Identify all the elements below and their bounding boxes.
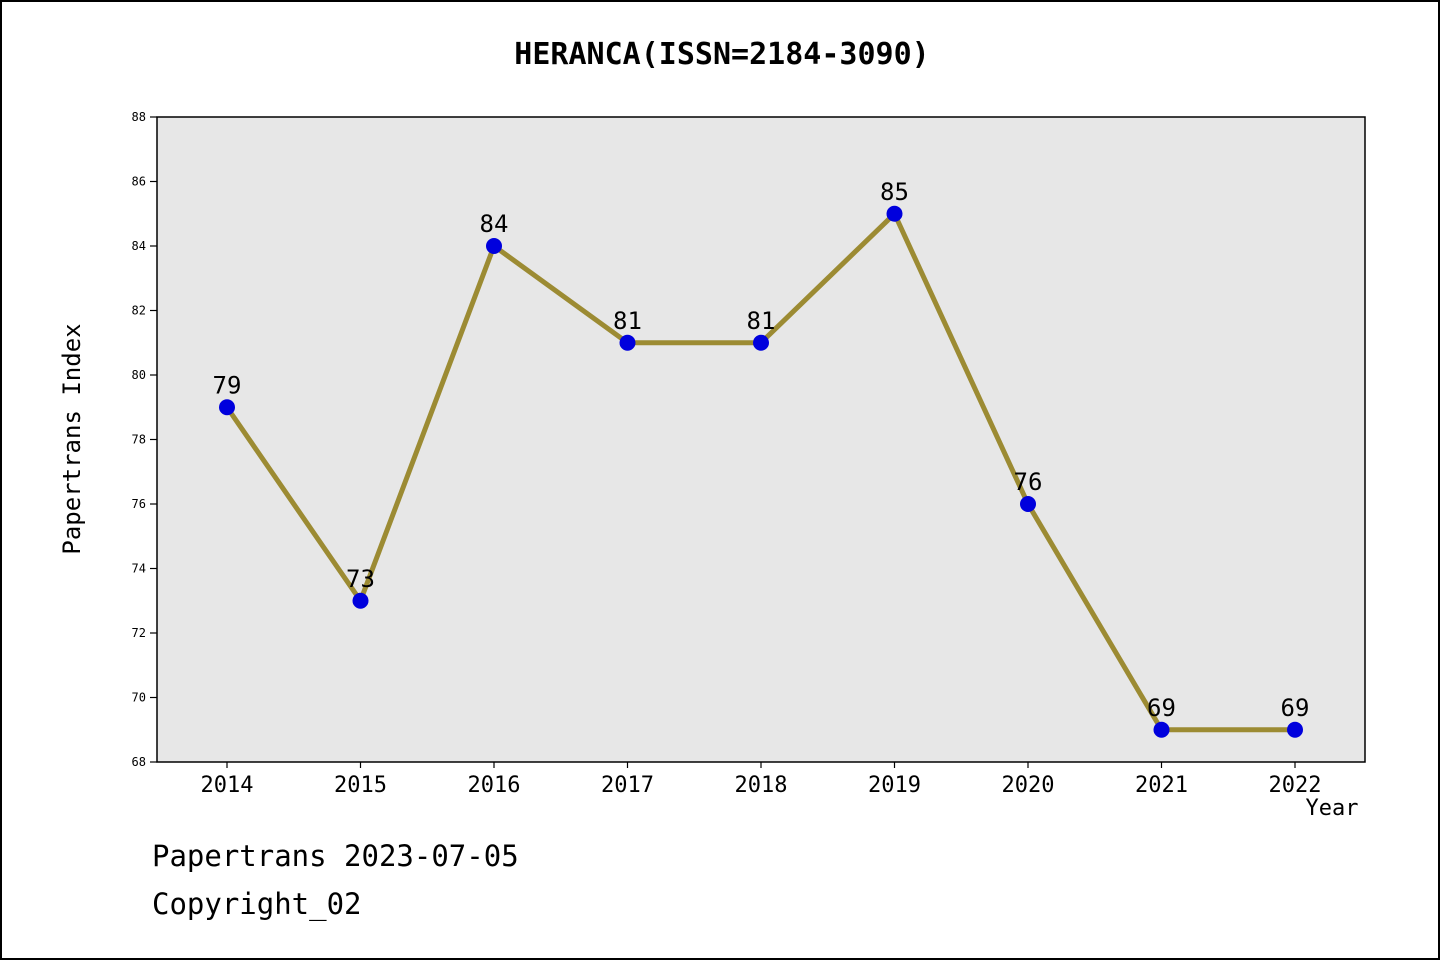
y-tick-label: 76	[132, 497, 146, 511]
data-point	[886, 205, 903, 222]
y-tick-label: 80	[132, 368, 146, 382]
y-tick-label: 70	[132, 691, 146, 705]
plot-area	[156, 116, 1366, 763]
y-tick-label: 74	[132, 562, 146, 576]
data-point-label: 73	[346, 565, 375, 593]
chart-title: HERANCA(ISSN=2184-3090)	[514, 37, 929, 72]
data-point-label: 85	[880, 178, 909, 206]
series-group	[219, 205, 1303, 738]
data-point	[486, 238, 502, 254]
x-axis-title: Year	[1306, 796, 1359, 821]
x-tick-label: 2015	[334, 773, 387, 798]
data-point	[1153, 721, 1170, 738]
x-tick-label: 2020	[1002, 773, 1055, 798]
data-point-label: 84	[480, 210, 509, 238]
y-axis-title: Papertrans Index	[58, 323, 86, 554]
data-point	[753, 334, 769, 351]
data-point	[1287, 721, 1303, 738]
y-axis-ticks: 68 70 72 74 76 78 80 82 84 86 88	[132, 110, 157, 769]
x-tick-label: 2018	[735, 773, 788, 798]
y-tick-label: 78	[132, 433, 146, 447]
data-point	[1020, 496, 1036, 512]
data-labels: 79 73 84 81 81 85 76 69 69	[213, 178, 1310, 722]
y-tick-label: 86	[132, 175, 146, 189]
data-point-label: 81	[747, 307, 776, 335]
data-point	[219, 399, 235, 416]
y-tick-label: 72	[132, 626, 146, 640]
data-point-label: 69	[1281, 694, 1310, 722]
x-tick-label: 2016	[468, 773, 521, 798]
data-point-label: 79	[213, 371, 242, 399]
y-tick-label: 82	[132, 304, 146, 318]
data-point-label: 76	[1014, 468, 1043, 496]
x-tick-label: 2019	[868, 773, 921, 798]
data-point-label: 69	[1147, 694, 1176, 722]
data-point	[352, 592, 369, 609]
x-axis-ticks: 2014 2015 2016 2017 2018 2019 2020 2021 2022	[201, 762, 1322, 798]
y-tick-label: 84	[132, 239, 146, 253]
data-point-label: 81	[613, 307, 642, 335]
footer-date: Papertrans 2023-07-05	[152, 839, 519, 873]
x-tick-label: 2014	[201, 773, 254, 798]
data-point	[619, 334, 636, 351]
y-tick-label: 88	[132, 110, 146, 124]
footer-copyright: Copyright_02	[152, 887, 362, 922]
y-tick-label: 68	[132, 755, 146, 769]
x-tick-label: 2017	[601, 773, 654, 798]
x-tick-label: 2021	[1135, 773, 1188, 798]
x-tick-label: 2022	[1269, 773, 1322, 798]
